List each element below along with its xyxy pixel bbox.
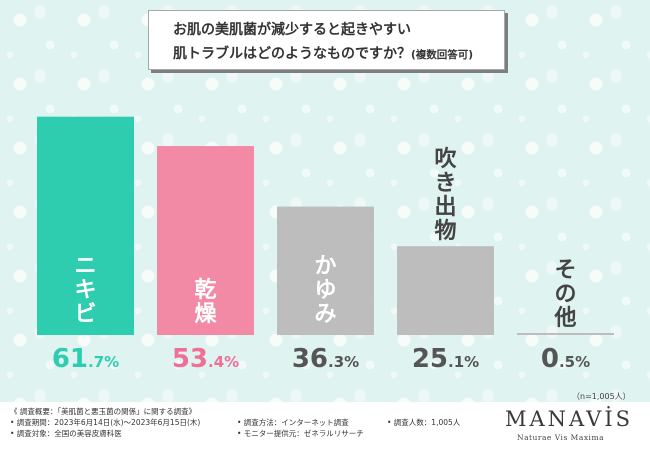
bar-5: [517, 333, 614, 335]
bar-1: [37, 116, 134, 335]
survey-period: • 調査期間：2023年6月14日(水)～2023年6月15日(木): [10, 418, 201, 427]
bar-chart: ニキビ 61.7% 乾燥 53.4% かゆみ 36.3% 吹き出物 25.1% その他 0.5%: [37, 116, 614, 374]
survey-title: 《 調査概要：「美肌菌と悪玉菌の関係」に関する調査》: [10, 407, 197, 416]
value-label-5: 0.5%: [541, 344, 590, 374]
value-label-1: 61.7%: [52, 344, 119, 374]
bar-4: [397, 246, 494, 335]
survey-target: • 調査対象：全国の美容皮膚科医: [10, 429, 122, 438]
bar-label-4: 吹き出物: [434, 146, 457, 244]
question-line-2: 肌トラブルはどのようなものですか？(複数回答可): [173, 43, 473, 63]
bar-label-3: かゆみ: [314, 254, 336, 327]
survey-count: • 調査人数：1,005人: [387, 418, 461, 427]
bar-label-2: 乾燥: [194, 277, 217, 327]
question-title-box: お肌の美肌菌が減少すると起きやすい 肌トラブルはどのようなものですか？(複数回答…: [148, 10, 505, 70]
value-label-2: 53.4%: [172, 344, 239, 374]
bar-label-5: その他: [553, 258, 576, 331]
bar-label-1: ニキビ: [74, 254, 96, 327]
value-label-4: 25.1%: [412, 344, 479, 374]
question-line-1: お肌の美肌菌が減少すると起きやすい: [173, 22, 411, 38]
brand-tagline: Naturae Vis Maxima: [517, 433, 605, 442]
survey-method: • 調査方法：インターネット調査: [237, 418, 349, 427]
sample-size-note: （n=1,005人）: [572, 392, 631, 401]
multiple-answer-note: (複数回答可): [411, 49, 474, 61]
bar-3: [277, 206, 374, 335]
value-label-3: 36.3%: [292, 344, 359, 374]
question-line-2-text: 肌トラブルはどのようなものですか？: [173, 46, 411, 62]
bar-2: [157, 146, 254, 335]
survey-provider: • モニター提供元：ゼネラルリサーチ: [237, 429, 364, 438]
footer-panel: 《 調査概要：「美肌菌と悪玉菌の関係」に関する調査》 • 調査期間：2023年6…: [0, 402, 650, 450]
brand-logo: MANAVİS: [505, 407, 634, 431]
